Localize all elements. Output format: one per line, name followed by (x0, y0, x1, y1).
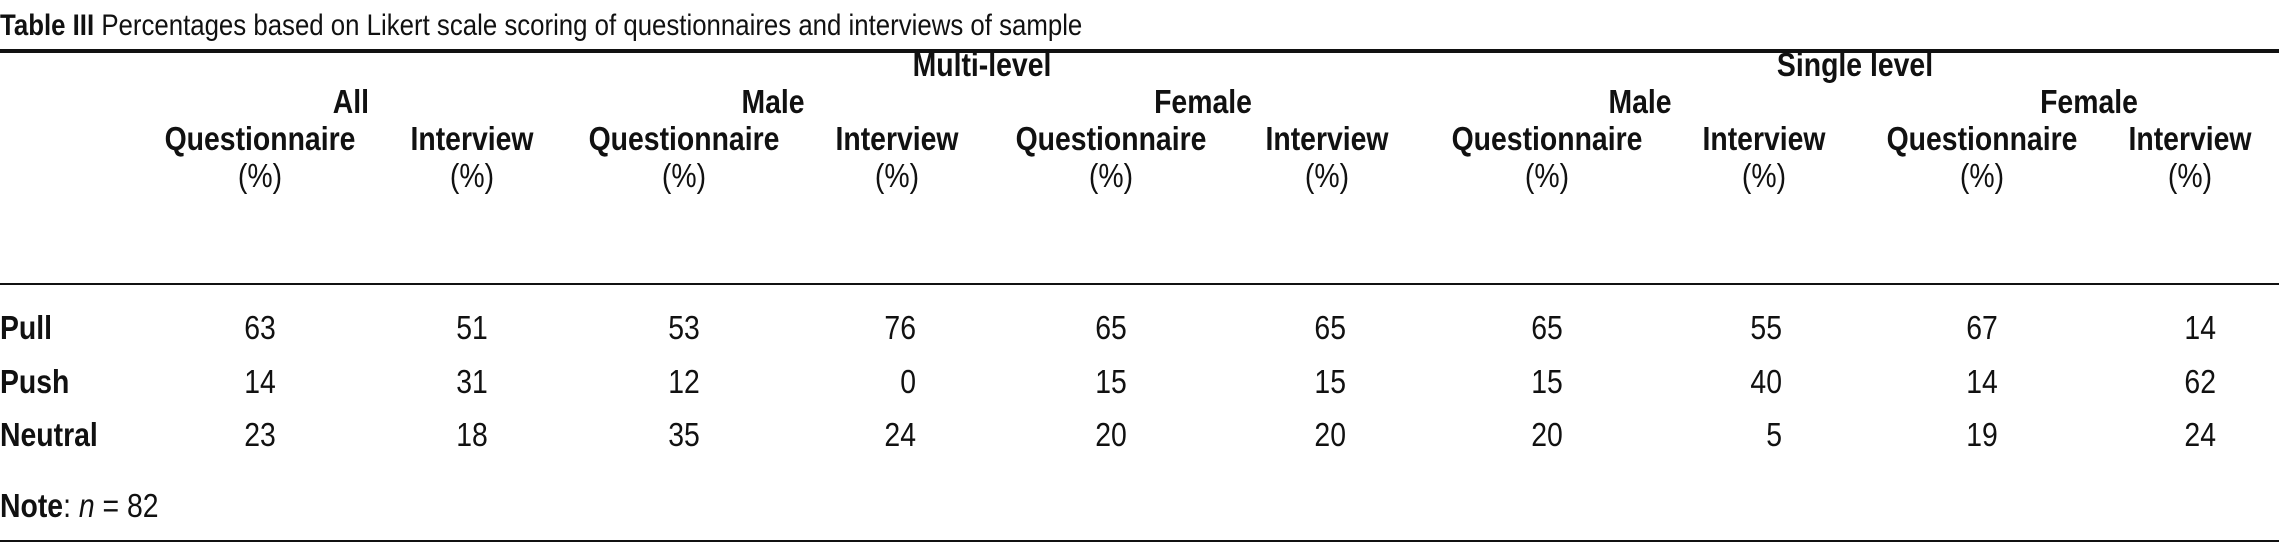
sub-header-single-female: Female (2040, 83, 2138, 120)
table-cell: 0 (900, 363, 916, 400)
column-label: Interview (835, 120, 959, 157)
table-cell: 65 (1314, 309, 1346, 346)
caption-label: Table III (0, 9, 95, 42)
group-header-multi-level: Multi-level (912, 46, 1052, 83)
table-cell: 18 (456, 416, 488, 453)
note-variable: n (78, 487, 95, 524)
table-cell: 76 (884, 309, 916, 346)
bottom-rule (0, 540, 2279, 542)
row-label-push: Push (0, 363, 70, 400)
table-cell: 23 (244, 416, 276, 453)
column-label: Interview (1265, 120, 1389, 157)
note-separator: : (63, 487, 71, 524)
column-label: Interview (2128, 120, 2252, 157)
top-rule (0, 49, 2279, 53)
column-label: Questionnaire (588, 120, 780, 157)
table-cell: 31 (456, 363, 488, 400)
table-cell: 14 (244, 363, 276, 400)
column-unit: (%) (1959, 157, 2005, 194)
column-unit: (%) (237, 157, 283, 194)
column-label: Questionnaire (1886, 120, 2078, 157)
column-label: Questionnaire (1451, 120, 1643, 157)
column-unit: (%) (661, 157, 707, 194)
column-unit: (%) (874, 157, 920, 194)
table-cell: 5 (1766, 416, 1782, 453)
table-cell: 19 (1966, 416, 1998, 453)
column-unit: (%) (2167, 157, 2213, 194)
column-label: Interview (1702, 120, 1826, 157)
table-cell: 24 (884, 416, 916, 453)
table-cell: 24 (2184, 416, 2216, 453)
column-unit: (%) (1304, 157, 1350, 194)
row-label-neutral: Neutral (0, 416, 98, 453)
table-cell: 65 (1095, 309, 1127, 346)
header-rule (0, 283, 2279, 285)
table-cell: 67 (1966, 309, 1998, 346)
note-label: Note (0, 487, 64, 524)
sub-header-single-male: Male (1608, 83, 1672, 120)
table-cell: 63 (244, 309, 276, 346)
table-cell: 20 (1314, 416, 1346, 453)
table-cell: 55 (1750, 309, 1782, 346)
sub-header-multi-female: Female (1154, 83, 1252, 120)
column-label: Questionnaire (164, 120, 356, 157)
table-cell: 20 (1095, 416, 1127, 453)
group-header-single-level: Single level (1776, 46, 1934, 83)
table-note: Note: n = 82 (0, 486, 159, 526)
column-label: Questionnaire (1015, 120, 1207, 157)
table-cell: 12 (668, 363, 700, 400)
table-cell: 20 (1531, 416, 1563, 453)
column-unit: (%) (1524, 157, 1570, 194)
column-unit: (%) (449, 157, 495, 194)
table-cell: 62 (2184, 363, 2216, 400)
table-cell: 14 (2184, 309, 2216, 346)
table-cell: 15 (1095, 363, 1127, 400)
table-cell: 15 (1314, 363, 1346, 400)
table-cell: 65 (1531, 309, 1563, 346)
sub-header-multi-male: Male (741, 83, 805, 120)
table-cell: 51 (456, 309, 488, 346)
table-cell: 40 (1750, 363, 1782, 400)
caption-text: Percentages based on Likert scale scorin… (101, 9, 1083, 42)
table-cell: 15 (1531, 363, 1563, 400)
sub-header-all: All (332, 83, 369, 120)
note-value: = 82 (94, 487, 159, 524)
row-label-pull: Pull (0, 309, 53, 346)
column-label: Interview (410, 120, 534, 157)
table-cell: 14 (1966, 363, 1998, 400)
table-cell: 53 (668, 309, 700, 346)
table-cell: 35 (668, 416, 700, 453)
column-unit: (%) (1088, 157, 1134, 194)
table-caption: Table III Percentages based on Likert sc… (0, 6, 1082, 46)
column-unit: (%) (1741, 157, 1787, 194)
